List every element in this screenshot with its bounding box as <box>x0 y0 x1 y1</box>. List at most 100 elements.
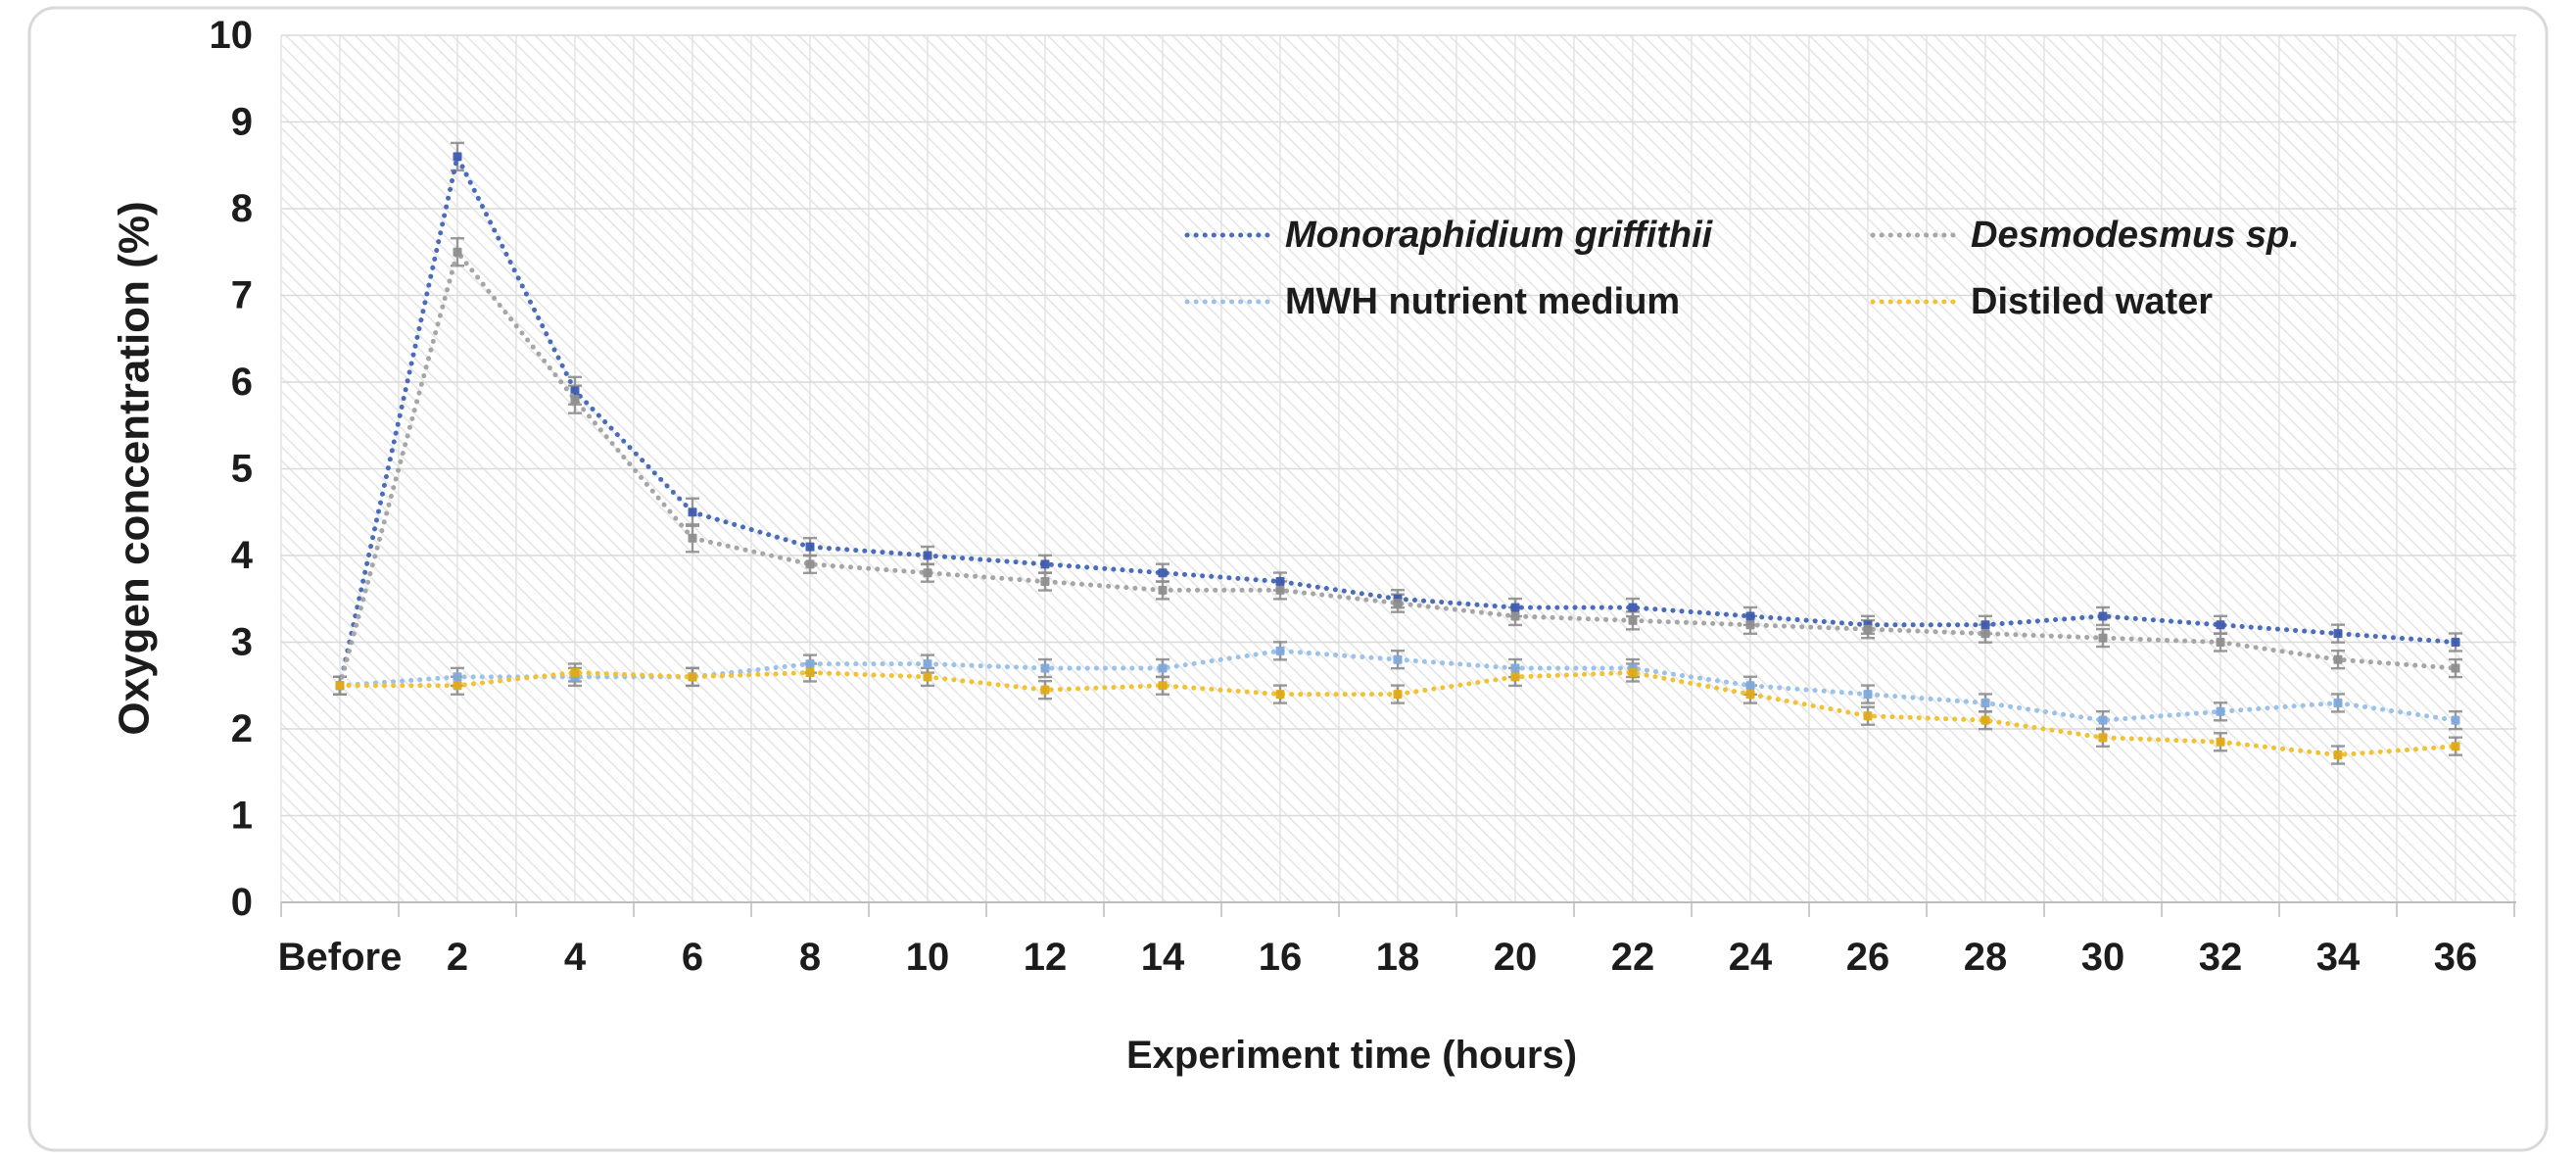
data-marker <box>1980 629 1990 639</box>
y-tick-label: 3 <box>231 621 253 664</box>
data-marker <box>1393 599 1403 608</box>
x-tick-label: 2 <box>447 936 468 979</box>
data-marker <box>2451 638 2460 647</box>
data-marker <box>805 559 815 569</box>
x-tick-label: 12 <box>1024 936 1068 979</box>
x-axis-tick-labels: Before 2 4 6 8 10 12 14 16 18 20 22 24 26 28 30 32 34 36 <box>278 936 2478 979</box>
data-marker <box>1040 559 1050 569</box>
y-tick-label: 6 <box>231 361 253 404</box>
x-tick-label: 14 <box>1141 936 1185 979</box>
data-marker <box>570 386 580 396</box>
data-marker <box>2451 715 2460 725</box>
x-tick-label: 16 <box>1259 936 1303 979</box>
x-tick-label: 18 <box>1376 936 1420 979</box>
y-tick-label: 9 <box>231 101 253 144</box>
data-marker <box>1158 585 1168 595</box>
data-marker <box>453 152 462 162</box>
data-marker <box>1393 654 1403 664</box>
x-tick-label: 30 <box>2081 936 2125 979</box>
data-marker <box>2216 737 2225 747</box>
data-marker <box>2098 715 2108 725</box>
data-marker <box>923 659 932 669</box>
y-tick-label: 4 <box>231 534 254 577</box>
x-tick-label: 22 <box>1611 936 1655 979</box>
data-marker <box>2333 698 2343 707</box>
x-tick-label: 36 <box>2434 936 2478 979</box>
legend-label: Monoraphidium griffithii <box>1285 215 1714 256</box>
data-marker <box>1040 577 1050 587</box>
data-marker <box>1275 646 1285 655</box>
data-marker <box>1745 690 1755 700</box>
data-marker <box>2098 733 2108 743</box>
x-tick-label: 24 <box>1729 936 1773 979</box>
data-marker <box>805 667 815 677</box>
data-marker <box>1275 577 1285 587</box>
series-layer <box>335 149 2460 760</box>
data-marker <box>1393 690 1403 700</box>
data-marker <box>2098 633 2108 643</box>
data-marker <box>923 568 932 578</box>
x-tick-label: 8 <box>799 936 821 979</box>
data-marker <box>1510 603 1520 612</box>
x-tick-label: 20 <box>1494 936 1538 979</box>
y-tick-label: 1 <box>231 795 253 838</box>
data-marker <box>688 533 697 543</box>
data-marker <box>2098 611 2108 621</box>
data-marker <box>923 551 932 560</box>
data-marker <box>2451 742 2460 751</box>
data-marker <box>1628 603 1638 612</box>
data-marker <box>2216 620 2225 630</box>
x-axis-tick-marks <box>280 902 2515 917</box>
data-marker <box>1040 685 1050 695</box>
data-marker <box>1158 568 1168 578</box>
data-marker <box>2451 663 2460 673</box>
y-tick-label: 10 <box>210 14 254 57</box>
data-marker <box>2216 638 2225 647</box>
y-axis-tick-labels: 0 1 2 3 4 5 6 7 8 9 10 <box>210 14 254 924</box>
legend: Monoraphidium griffithii Desmodesmus sp. M… <box>1184 215 2300 322</box>
data-marker <box>1628 667 1638 677</box>
data-marker <box>1510 611 1520 621</box>
data-marker <box>1863 711 1873 721</box>
data-marker <box>570 667 580 677</box>
data-marker <box>1275 585 1285 595</box>
x-tick-label: Before <box>278 936 403 979</box>
data-marker <box>1628 615 1638 625</box>
x-tick-label: 28 <box>1964 936 2008 979</box>
data-marker <box>2333 629 2343 639</box>
x-tick-label: 34 <box>2316 936 2361 979</box>
data-marker <box>1510 672 1520 682</box>
x-tick-label: 10 <box>906 936 950 979</box>
data-marker <box>1863 690 1873 700</box>
data-marker <box>2333 654 2343 664</box>
data-marker <box>805 659 815 669</box>
data-marker <box>688 672 697 682</box>
data-marker <box>1980 698 1990 707</box>
y-axis-title: Oxygen concentration (%) <box>111 201 159 735</box>
legend-label: Distiled water <box>1971 281 2213 322</box>
data-marker <box>335 681 345 691</box>
data-marker <box>1275 690 1285 700</box>
data-marker <box>2333 750 2343 760</box>
data-marker <box>1745 620 1755 630</box>
data-marker <box>1980 715 1990 725</box>
x-tick-label: 6 <box>682 936 703 979</box>
data-marker <box>805 542 815 552</box>
data-marker <box>2216 706 2225 716</box>
data-marker <box>688 508 697 517</box>
data-marker <box>1980 620 1990 630</box>
y-tick-label: 5 <box>231 448 253 491</box>
data-marker <box>453 681 462 691</box>
y-tick-label: 0 <box>231 881 253 924</box>
data-marker <box>1158 663 1168 673</box>
x-axis-title: Experiment time (hours) <box>1126 1034 1577 1077</box>
y-tick-label: 8 <box>231 187 253 230</box>
data-marker <box>1863 624 1873 634</box>
data-marker <box>570 395 580 405</box>
data-marker <box>1040 663 1050 673</box>
horizontal-gridlines <box>281 34 2516 817</box>
x-tick-label: 32 <box>2199 936 2243 979</box>
y-tick-label: 7 <box>231 274 253 317</box>
